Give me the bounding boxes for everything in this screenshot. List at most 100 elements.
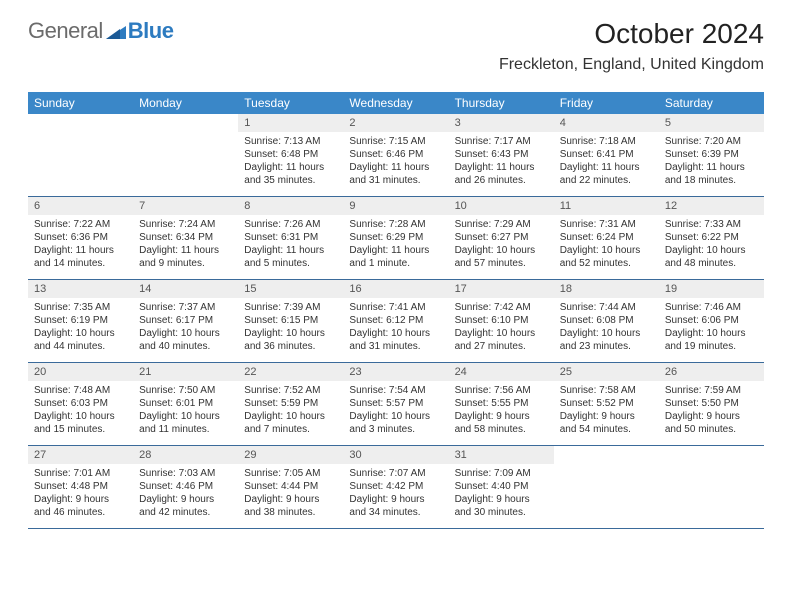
sunrise-text: Sunrise: 7:15 AM xyxy=(349,135,442,148)
day-body: Sunrise: 7:37 AMSunset: 6:17 PMDaylight:… xyxy=(133,298,238,359)
day-body: Sunrise: 7:41 AMSunset: 6:12 PMDaylight:… xyxy=(343,298,448,359)
day-body: Sunrise: 7:15 AMSunset: 6:46 PMDaylight:… xyxy=(343,132,448,193)
sunset-text: Sunset: 6:31 PM xyxy=(244,231,337,244)
sunset-text: Sunset: 6:29 PM xyxy=(349,231,442,244)
day-cell: 5Sunrise: 7:20 AMSunset: 6:39 PMDaylight… xyxy=(659,114,764,196)
location: Freckleton, England, United Kingdom xyxy=(499,56,764,74)
sunrise-text: Sunrise: 7:46 AM xyxy=(665,301,758,314)
day-cell: 9Sunrise: 7:28 AMSunset: 6:29 PMDaylight… xyxy=(343,197,448,279)
daylight-text: Daylight: 9 hours and 30 minutes. xyxy=(455,493,548,519)
day-cell: 16Sunrise: 7:41 AMSunset: 6:12 PMDayligh… xyxy=(343,280,448,362)
logo-text-gray: General xyxy=(28,18,103,44)
day-header: Tuesday xyxy=(238,92,343,114)
day-number: 30 xyxy=(343,446,448,464)
week-row: 6Sunrise: 7:22 AMSunset: 6:36 PMDaylight… xyxy=(28,197,764,280)
day-cell: . xyxy=(133,114,238,196)
sunset-text: Sunset: 4:48 PM xyxy=(34,480,127,493)
sunset-text: Sunset: 4:42 PM xyxy=(349,480,442,493)
daylight-text: Daylight: 9 hours and 34 minutes. xyxy=(349,493,442,519)
sunrise-text: Sunrise: 7:42 AM xyxy=(455,301,548,314)
day-number: 1 xyxy=(238,114,343,132)
sunset-text: Sunset: 6:48 PM xyxy=(244,148,337,161)
daylight-text: Daylight: 9 hours and 54 minutes. xyxy=(560,410,653,436)
daylight-text: Daylight: 10 hours and 23 minutes. xyxy=(560,327,653,353)
sunrise-text: Sunrise: 7:01 AM xyxy=(34,467,127,480)
day-body: Sunrise: 7:09 AMSunset: 4:40 PMDaylight:… xyxy=(449,464,554,525)
day-number: 27 xyxy=(28,446,133,464)
day-cell: 18Sunrise: 7:44 AMSunset: 6:08 PMDayligh… xyxy=(554,280,659,362)
day-number: 16 xyxy=(343,280,448,298)
sunrise-text: Sunrise: 7:13 AM xyxy=(244,135,337,148)
sunset-text: Sunset: 6:19 PM xyxy=(34,314,127,327)
day-cell: 4Sunrise: 7:18 AMSunset: 6:41 PMDaylight… xyxy=(554,114,659,196)
day-number: 28 xyxy=(133,446,238,464)
daylight-text: Daylight: 10 hours and 44 minutes. xyxy=(34,327,127,353)
day-number: 19 xyxy=(659,280,764,298)
day-cell: 15Sunrise: 7:39 AMSunset: 6:15 PMDayligh… xyxy=(238,280,343,362)
daylight-text: Daylight: 10 hours and 52 minutes. xyxy=(560,244,653,270)
day-number: 21 xyxy=(133,363,238,381)
sunset-text: Sunset: 6:12 PM xyxy=(349,314,442,327)
day-cell: 21Sunrise: 7:50 AMSunset: 6:01 PMDayligh… xyxy=(133,363,238,445)
day-body: Sunrise: 7:13 AMSunset: 6:48 PMDaylight:… xyxy=(238,132,343,193)
day-body: Sunrise: 7:05 AMSunset: 4:44 PMDaylight:… xyxy=(238,464,343,525)
sunset-text: Sunset: 6:06 PM xyxy=(665,314,758,327)
sunrise-text: Sunrise: 7:28 AM xyxy=(349,218,442,231)
sunrise-text: Sunrise: 7:18 AM xyxy=(560,135,653,148)
sunrise-text: Sunrise: 7:35 AM xyxy=(34,301,127,314)
day-number: 23 xyxy=(343,363,448,381)
day-cell: 12Sunrise: 7:33 AMSunset: 6:22 PMDayligh… xyxy=(659,197,764,279)
header: General Blue October 2024 Freckleton, En… xyxy=(28,18,764,74)
sunrise-text: Sunrise: 7:33 AM xyxy=(665,218,758,231)
daylight-text: Daylight: 10 hours and 48 minutes. xyxy=(665,244,758,270)
daylight-text: Daylight: 9 hours and 50 minutes. xyxy=(665,410,758,436)
day-body: Sunrise: 7:22 AMSunset: 6:36 PMDaylight:… xyxy=(28,215,133,276)
day-number: 24 xyxy=(449,363,554,381)
day-number: 26 xyxy=(659,363,764,381)
sunset-text: Sunset: 6:39 PM xyxy=(665,148,758,161)
day-body: Sunrise: 7:28 AMSunset: 6:29 PMDaylight:… xyxy=(343,215,448,276)
day-cell: 25Sunrise: 7:58 AMSunset: 5:52 PMDayligh… xyxy=(554,363,659,445)
sunrise-text: Sunrise: 7:58 AM xyxy=(560,384,653,397)
day-number: 10 xyxy=(449,197,554,215)
day-cell: 8Sunrise: 7:26 AMSunset: 6:31 PMDaylight… xyxy=(238,197,343,279)
day-body: Sunrise: 7:52 AMSunset: 5:59 PMDaylight:… xyxy=(238,381,343,442)
daylight-text: Daylight: 11 hours and 9 minutes. xyxy=(139,244,232,270)
day-cell: 22Sunrise: 7:52 AMSunset: 5:59 PMDayligh… xyxy=(238,363,343,445)
day-number: 4 xyxy=(554,114,659,132)
daylight-text: Daylight: 11 hours and 14 minutes. xyxy=(34,244,127,270)
sunset-text: Sunset: 6:03 PM xyxy=(34,397,127,410)
logo: General Blue xyxy=(28,18,173,44)
daylight-text: Daylight: 10 hours and 15 minutes. xyxy=(34,410,127,436)
day-number: 14 xyxy=(133,280,238,298)
sunset-text: Sunset: 5:50 PM xyxy=(665,397,758,410)
day-number: 22 xyxy=(238,363,343,381)
day-body: Sunrise: 7:56 AMSunset: 5:55 PMDaylight:… xyxy=(449,381,554,442)
sunset-text: Sunset: 4:46 PM xyxy=(139,480,232,493)
day-body: Sunrise: 7:26 AMSunset: 6:31 PMDaylight:… xyxy=(238,215,343,276)
day-body: Sunrise: 7:42 AMSunset: 6:10 PMDaylight:… xyxy=(449,298,554,359)
day-header: Monday xyxy=(133,92,238,114)
day-body: Sunrise: 7:54 AMSunset: 5:57 PMDaylight:… xyxy=(343,381,448,442)
day-cell: . xyxy=(28,114,133,196)
sunset-text: Sunset: 6:10 PM xyxy=(455,314,548,327)
day-number: 5 xyxy=(659,114,764,132)
sunrise-text: Sunrise: 7:24 AM xyxy=(139,218,232,231)
day-body: Sunrise: 7:39 AMSunset: 6:15 PMDaylight:… xyxy=(238,298,343,359)
day-body: Sunrise: 7:03 AMSunset: 4:46 PMDaylight:… xyxy=(133,464,238,525)
daylight-text: Daylight: 10 hours and 3 minutes. xyxy=(349,410,442,436)
week-row: 20Sunrise: 7:48 AMSunset: 6:03 PMDayligh… xyxy=(28,363,764,446)
day-cell: 2Sunrise: 7:15 AMSunset: 6:46 PMDaylight… xyxy=(343,114,448,196)
day-header: Saturday xyxy=(659,92,764,114)
month-title: October 2024 xyxy=(499,18,764,50)
sunset-text: Sunset: 4:40 PM xyxy=(455,480,548,493)
day-body: Sunrise: 7:31 AMSunset: 6:24 PMDaylight:… xyxy=(554,215,659,276)
day-body: Sunrise: 7:01 AMSunset: 4:48 PMDaylight:… xyxy=(28,464,133,525)
day-header: Thursday xyxy=(449,92,554,114)
daylight-text: Daylight: 10 hours and 19 minutes. xyxy=(665,327,758,353)
day-body: Sunrise: 7:07 AMSunset: 4:42 PMDaylight:… xyxy=(343,464,448,525)
day-number: 20 xyxy=(28,363,133,381)
sunrise-text: Sunrise: 7:09 AM xyxy=(455,467,548,480)
daylight-text: Daylight: 11 hours and 31 minutes. xyxy=(349,161,442,187)
day-body: Sunrise: 7:48 AMSunset: 6:03 PMDaylight:… xyxy=(28,381,133,442)
